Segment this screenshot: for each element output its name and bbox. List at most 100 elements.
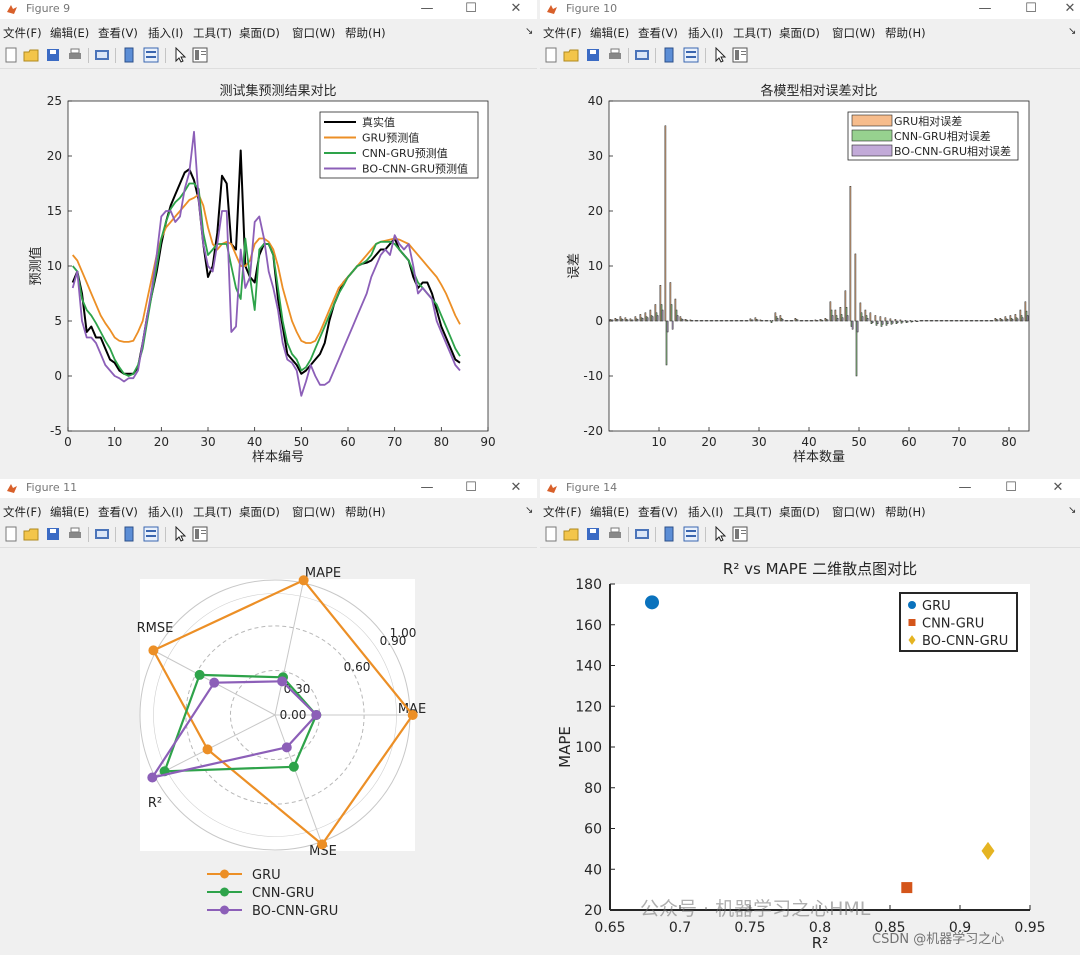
- maximize-button[interactable]: ☐: [1025, 1, 1037, 16]
- pointer-icon[interactable]: [712, 47, 728, 63]
- menu-item-5[interactable]: 桌面(D): [779, 505, 820, 519]
- x-tick-label: 50: [851, 435, 866, 449]
- property-editor-icon[interactable]: [732, 47, 748, 63]
- link-plot-icon[interactable]: [634, 47, 650, 63]
- print-icon[interactable]: [607, 526, 623, 542]
- menu-item-4[interactable]: 工具(T): [193, 26, 232, 40]
- minimize-button[interactable]: —: [420, 1, 434, 16]
- title-bar[interactable]: Figure 14 — ☐ ✕: [540, 479, 1080, 498]
- menu-item-7[interactable]: 帮助(H): [345, 505, 386, 519]
- menu-item-4[interactable]: 工具(T): [733, 505, 772, 519]
- minimize-button[interactable]: —: [420, 480, 434, 495]
- save-icon[interactable]: [585, 47, 601, 63]
- menu-item-1[interactable]: 编辑(E): [590, 505, 630, 519]
- new-file-icon[interactable]: [3, 47, 19, 63]
- x-axis-label: 样本编号: [252, 450, 304, 465]
- menu-item-7[interactable]: 帮助(H): [345, 26, 386, 40]
- menu-item-1[interactable]: 编辑(E): [50, 505, 90, 519]
- minimize-button[interactable]: —: [958, 480, 972, 495]
- bar-2-15: [686, 320, 689, 322]
- legend-icon[interactable]: [143, 47, 159, 63]
- menu-item-3[interactable]: 插入(I): [148, 505, 184, 519]
- title-bar[interactable]: Figure 9 — ☐ ✕: [0, 0, 537, 19]
- colorbar-icon[interactable]: [661, 526, 677, 542]
- menu-item-6[interactable]: 窗口(W): [832, 26, 876, 40]
- title-bar[interactable]: Figure 11 — ☐ ✕: [0, 479, 537, 498]
- menu-item-2[interactable]: 查看(V): [638, 505, 678, 519]
- print-icon[interactable]: [67, 526, 83, 542]
- link-plot-icon[interactable]: [94, 526, 110, 542]
- menu-item-7[interactable]: 帮助(H): [885, 505, 926, 519]
- open-folder-icon[interactable]: [563, 526, 579, 542]
- link-plot-icon[interactable]: [94, 47, 110, 63]
- menu-item-7[interactable]: 帮助(H): [885, 26, 926, 40]
- menu-item-5[interactable]: 桌面(D): [239, 26, 280, 40]
- new-file-icon[interactable]: [543, 526, 559, 542]
- property-editor-icon[interactable]: [192, 526, 208, 542]
- maximize-button[interactable]: ☐: [465, 480, 477, 495]
- legend-icon[interactable]: [143, 526, 159, 542]
- print-icon[interactable]: [67, 47, 83, 63]
- legend-icon[interactable]: [683, 47, 699, 63]
- new-file-icon[interactable]: [3, 526, 19, 542]
- bar-2-7: [646, 317, 649, 322]
- menu-item-0[interactable]: 文件(F): [543, 26, 582, 40]
- menu-item-6[interactable]: 窗口(W): [292, 26, 336, 40]
- series-line-3: [71, 130, 461, 397]
- pointer-icon[interactable]: [172, 47, 188, 63]
- colorbar-icon[interactable]: [661, 47, 677, 63]
- pointer-icon[interactable]: [712, 526, 728, 542]
- save-icon[interactable]: [45, 47, 61, 63]
- property-editor-icon[interactable]: [732, 526, 748, 542]
- menu-item-3[interactable]: 插入(I): [688, 505, 724, 519]
- menu-overflow-icon[interactable]: ↘: [1068, 26, 1077, 37]
- open-folder-icon[interactable]: [23, 47, 39, 63]
- menu-item-0[interactable]: 文件(F): [3, 26, 42, 40]
- x-tick-label: 0.8: [809, 920, 831, 936]
- menu-item-0[interactable]: 文件(F): [3, 505, 42, 519]
- bar-2-4: [631, 319, 634, 322]
- maximize-button[interactable]: ☐: [1005, 480, 1017, 495]
- close-button[interactable]: ✕: [510, 480, 522, 495]
- colorbar-icon[interactable]: [121, 47, 137, 63]
- save-icon[interactable]: [585, 526, 601, 542]
- menu-item-0[interactable]: 文件(F): [543, 505, 582, 519]
- menu-item-5[interactable]: 桌面(D): [779, 26, 820, 40]
- minimize-button[interactable]: —: [978, 1, 992, 16]
- colorbar-icon[interactable]: [121, 526, 137, 542]
- close-button[interactable]: ✕: [1052, 480, 1064, 495]
- title-bar[interactable]: Figure 10 — ☐ ✕: [540, 0, 1080, 19]
- legend-icon[interactable]: [683, 526, 699, 542]
- open-folder-icon[interactable]: [563, 47, 579, 63]
- menu-overflow-icon[interactable]: ↘: [1068, 505, 1077, 516]
- bar-2-49: [856, 320, 859, 333]
- radar-point-2-1: [277, 676, 288, 687]
- menu-item-2[interactable]: 查看(V): [98, 505, 138, 519]
- menu-item-6[interactable]: 窗口(W): [832, 505, 876, 519]
- bar-2-10: [661, 309, 664, 322]
- y-tick-label: 10: [47, 259, 62, 273]
- x-axis-label: R²: [812, 934, 828, 952]
- print-icon[interactable]: [607, 47, 623, 63]
- menu-item-1[interactable]: 编辑(E): [590, 26, 630, 40]
- menu-item-3[interactable]: 插入(I): [148, 26, 184, 40]
- pointer-icon[interactable]: [172, 526, 188, 542]
- menu-item-5[interactable]: 桌面(D): [239, 505, 280, 519]
- menu-item-1[interactable]: 编辑(E): [50, 26, 90, 40]
- menu-item-2[interactable]: 查看(V): [98, 26, 138, 40]
- menu-overflow-icon[interactable]: ↘: [525, 505, 534, 516]
- menu-item-4[interactable]: 工具(T): [193, 505, 232, 519]
- property-editor-icon[interactable]: [192, 47, 208, 63]
- link-plot-icon[interactable]: [634, 526, 650, 542]
- menu-item-3[interactable]: 插入(I): [688, 26, 724, 40]
- save-icon[interactable]: [45, 526, 61, 542]
- menu-item-2[interactable]: 查看(V): [638, 26, 678, 40]
- maximize-button[interactable]: ☐: [465, 1, 477, 16]
- close-button[interactable]: ✕: [1064, 1, 1076, 16]
- new-file-icon[interactable]: [543, 47, 559, 63]
- open-folder-icon[interactable]: [23, 526, 39, 542]
- close-button[interactable]: ✕: [510, 1, 522, 16]
- menu-item-6[interactable]: 窗口(W): [292, 505, 336, 519]
- menu-item-4[interactable]: 工具(T): [733, 26, 772, 40]
- menu-overflow-icon[interactable]: ↘: [525, 26, 534, 37]
